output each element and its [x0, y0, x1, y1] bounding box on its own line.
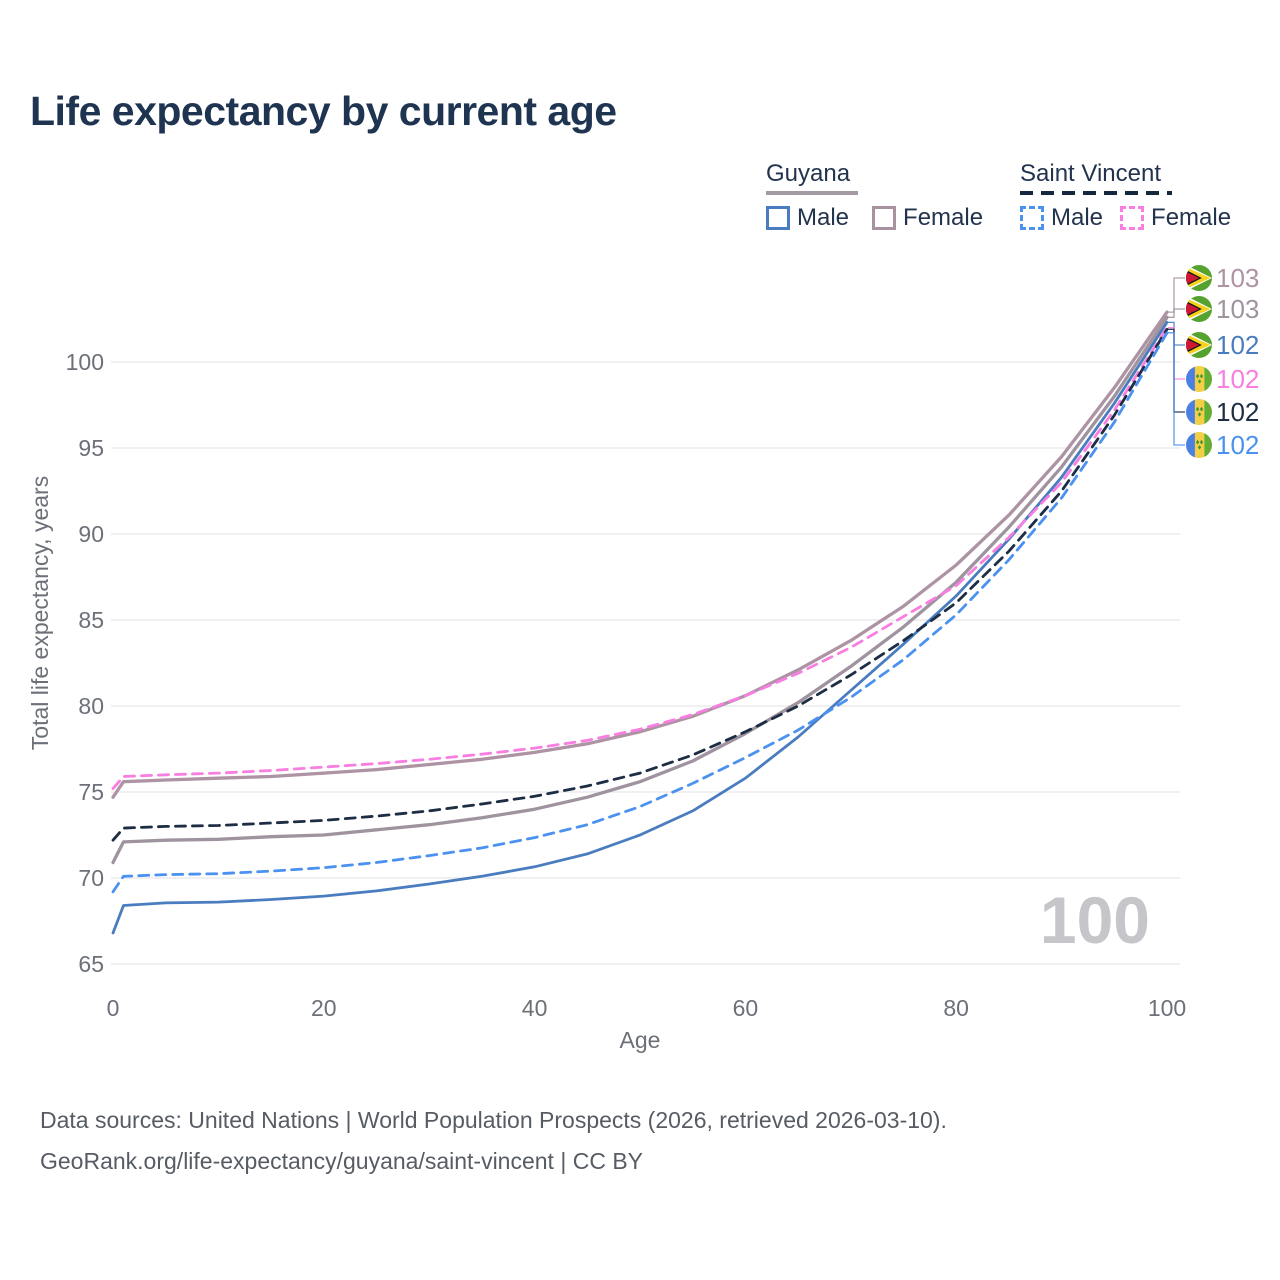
guyana-flag-icon — [1186, 265, 1212, 291]
guyana-flag-icon — [1186, 332, 1212, 358]
y-axis-title: Total life expectancy, years — [27, 476, 53, 750]
leader-line-guyana-total — [1168, 308, 1185, 318]
legend-item-guyana-female[interactable]: Female — [872, 204, 983, 232]
y-tick-label-100: 100 — [66, 349, 104, 375]
x-tick-label-60: 60 — [733, 995, 759, 1021]
end-value-label-saint-vincent-total: 102 — [1216, 397, 1259, 427]
end-value-label-guyana-male: 102 — [1216, 330, 1259, 360]
guyana-female-swatch-icon — [872, 206, 897, 230]
series-line-saint-vincent-total[interactable] — [111, 327, 1169, 842]
chart-title: Life expectancy by current age — [30, 88, 617, 134]
saint-vincent-flag-icon — [1186, 432, 1212, 458]
y-tick-label-90: 90 — [78, 521, 104, 547]
legend-country-label-saint-vincent: Saint Vincent — [1020, 160, 1161, 187]
footer: Data sources: United Nations | World Pop… — [40, 1100, 947, 1182]
leader-line-saint-vincent-female — [1168, 326, 1185, 380]
end-value-label-saint-vincent-female: 102 — [1216, 364, 1259, 394]
y-tick-label-65: 65 — [78, 951, 104, 977]
saint-vincent-male-swatch-icon — [1020, 206, 1044, 230]
end-value-label-guyana-total: 103 — [1216, 294, 1259, 324]
legend-item-saint-vincent-male[interactable]: Male — [1020, 204, 1103, 232]
saint-vincent-flag-icon — [1186, 399, 1212, 425]
x-tick-label-100: 100 — [1148, 995, 1186, 1021]
guyana-male-swatch-icon — [766, 206, 790, 230]
legend-item-label: Female — [1151, 204, 1232, 231]
leader-line-saint-vincent-total — [1168, 328, 1185, 413]
legend-item-label: Male — [797, 204, 850, 231]
series-line-guyana-total[interactable] — [111, 315, 1169, 865]
y-tick-label-70: 70 — [78, 865, 104, 891]
x-tick-label-80: 80 — [943, 995, 969, 1021]
leader-line-guyana-male — [1168, 321, 1185, 346]
legend-group-saint-vincent: Saint Vincent Male Female — [1020, 160, 1248, 232]
legend-line-sample-guyana — [766, 191, 858, 195]
legend-group-guyana: Guyana Male Female — [766, 160, 1006, 232]
series-line-guyana-female[interactable] — [111, 310, 1169, 799]
end-value-label-guyana-female: 103 — [1216, 263, 1259, 293]
footer-data-sources: Data sources: United Nations | World Pop… — [40, 1107, 947, 1133]
legend-item-label: Female — [903, 204, 984, 231]
saint-vincent-female-swatch-icon — [1120, 206, 1145, 230]
footer-attribution: GeoRank.org/life-expectancy/guyana/saint… — [40, 1148, 643, 1174]
legend-country-label-guyana: Guyana — [766, 160, 851, 187]
y-tick-label-80: 80 — [78, 693, 104, 719]
saint-vincent-flag-icon — [1186, 366, 1212, 392]
legend-line-sample-saint-vincent — [1020, 191, 1172, 195]
legend-item-guyana-male[interactable]: Male — [766, 204, 849, 232]
end-value-label-saint-vincent-male: 102 — [1216, 430, 1259, 460]
y-tick-label-75: 75 — [78, 779, 104, 805]
x-tick-label-40: 40 — [522, 995, 548, 1021]
series-line-saint-vincent-female[interactable] — [111, 326, 1169, 790]
x-tick-label-20: 20 — [311, 995, 337, 1021]
y-tick-label-95: 95 — [78, 435, 104, 461]
age-watermark: 100 — [1040, 883, 1150, 957]
guyana-flag-icon — [1186, 296, 1212, 322]
x-axis-title: Age — [620, 1027, 661, 1053]
leader-line-saint-vincent-male — [1168, 332, 1185, 446]
x-tick-label-0: 0 — [107, 995, 120, 1021]
series-line-saint-vincent-male[interactable] — [111, 331, 1169, 894]
leader-line-guyana-female — [1168, 277, 1185, 313]
legend-item-label: Male — [1051, 204, 1104, 231]
series-line-guyana-male[interactable] — [111, 321, 1169, 935]
legend-item-saint-vincent-female[interactable]: Female — [1120, 204, 1231, 232]
y-tick-label-85: 85 — [78, 607, 104, 633]
